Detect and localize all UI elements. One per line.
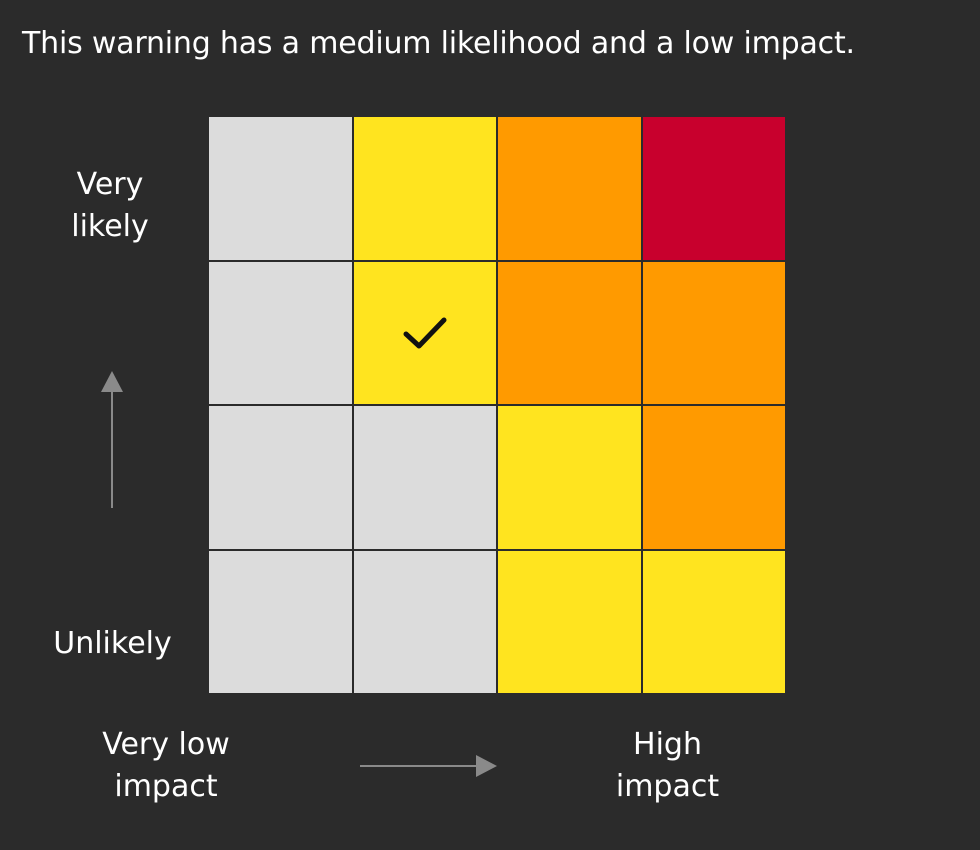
matrix-cell-r4-c1 — [209, 550, 352, 693]
matrix-cell-r3-c4 — [642, 406, 785, 549]
risk-matrix — [209, 117, 785, 693]
check-icon — [403, 317, 447, 349]
likelihood-low-label: Unlikely — [53, 626, 172, 661]
impact-low-label: Very low impact — [86, 724, 246, 808]
impact-high-label: High impact — [595, 724, 740, 808]
impact-low-label-line1: Very low — [102, 727, 230, 762]
matrix-cell-r2-c3 — [498, 261, 641, 404]
matrix-cell-r4-c4 — [642, 550, 785, 693]
likelihood-high-label-line1: Very — [76, 167, 144, 202]
matrix-cell-r1-c2 — [353, 117, 496, 260]
matrix-cell-r2-c1 — [209, 261, 352, 404]
impact-low-label-line2: impact — [114, 769, 218, 804]
likelihood-high-label-line2: likely — [71, 209, 149, 244]
likelihood-arrow-up-icon — [101, 371, 123, 508]
matrix-cell-r3-c1 — [209, 406, 352, 549]
matrix-cell-r2-c2 — [353, 261, 496, 404]
matrix-cell-r1-c3 — [498, 117, 641, 260]
matrix-cell-r1-c1 — [209, 117, 352, 260]
matrix-cell-r4-c2 — [353, 550, 496, 693]
matrix-cell-r4-c3 — [498, 550, 641, 693]
warning-headline: This warning has a medium likelihood and… — [22, 26, 855, 61]
likelihood-high-label: Very likely — [40, 164, 180, 248]
matrix-cell-r1-c4 — [642, 117, 785, 260]
impact-high-label-line2: impact — [615, 769, 720, 804]
matrix-cell-r3-c2 — [353, 406, 496, 549]
impact-arrow-right-icon — [360, 755, 497, 777]
matrix-cell-r2-c4 — [642, 261, 785, 404]
impact-high-label-line1: High — [633, 727, 702, 762]
matrix-cell-r3-c3 — [498, 406, 641, 549]
